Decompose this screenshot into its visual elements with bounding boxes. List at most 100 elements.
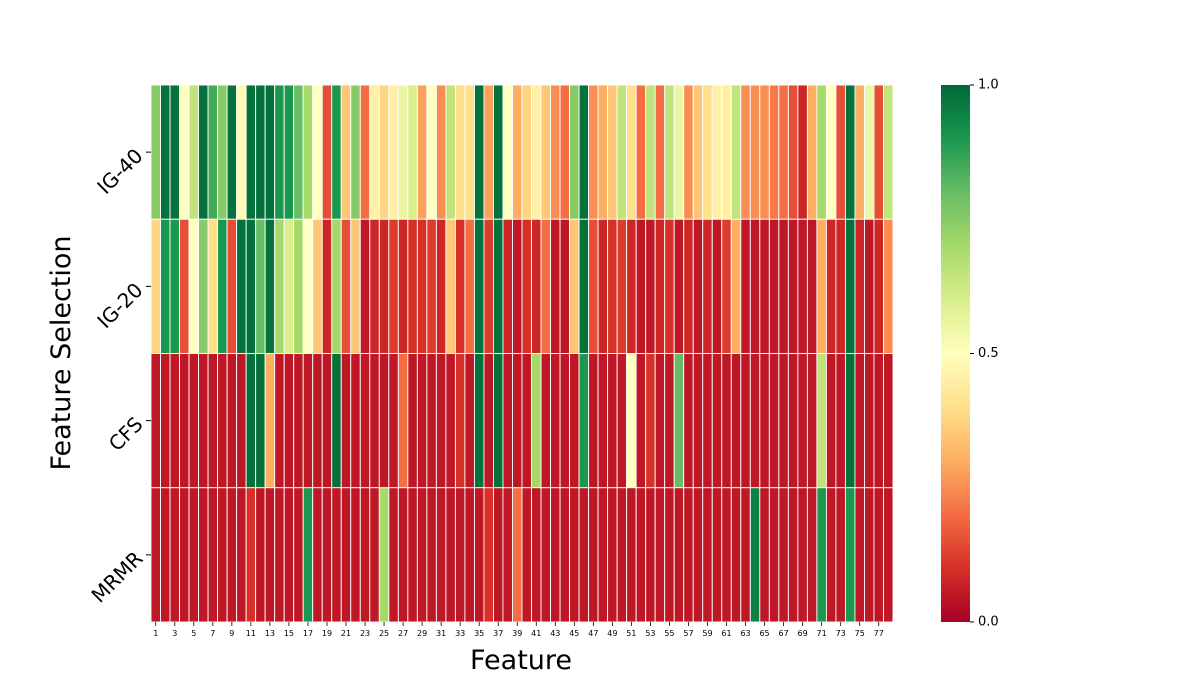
- heatmap-cell-mrmr-61: [721, 487, 732, 623]
- heatmap-cell-cfs-63: [740, 353, 751, 489]
- heatmap-cell-ig-40-14: [274, 84, 285, 220]
- heatmap-cell-cfs-19: [321, 353, 333, 489]
- heatmap-cell-ig-40-17: [302, 84, 314, 220]
- heatmap-cell-cfs-27: [397, 353, 409, 489]
- heatmap-cell-mrmr-12: [255, 487, 266, 623]
- heatmap-cell-ig-20-10: [236, 218, 247, 354]
- heatmap-cell-ig-40-63: [740, 84, 751, 220]
- heatmap-cell-ig-40-64: [749, 84, 761, 220]
- heatmap-cell-cfs-43: [550, 353, 561, 489]
- heatmap-cell-cfs-8: [217, 353, 228, 489]
- heatmap-cell-ig-40-42: [540, 84, 551, 220]
- heatmap-cell-ig-20-74: [844, 218, 856, 354]
- x-tick-label: 1: [153, 629, 158, 638]
- heatmap-cell-ig-40-32: [445, 84, 456, 220]
- heatmap-cell-ig-40-4: [179, 84, 190, 220]
- heatmap-cell-mrmr-48: [597, 487, 609, 623]
- heatmap-cell-mrmr-41: [531, 487, 542, 623]
- heatmap-cell-ig-40-27: [397, 84, 409, 220]
- heatmap-cell-cfs-60: [711, 353, 723, 489]
- colorbar-tick-label: 0.0: [978, 615, 999, 630]
- colorbar-tick-label: 1.0: [978, 78, 999, 93]
- heatmap-cell-ig-20-33: [454, 218, 466, 354]
- heatmap-cell-mrmr-23: [359, 487, 371, 623]
- heatmap-cell-ig-20-50: [616, 218, 628, 354]
- heatmap-cell-mrmr-1: [150, 487, 161, 623]
- x-tick-label: 75: [855, 629, 865, 638]
- heatmap-cell-ig-20-35: [473, 218, 485, 354]
- heatmap-cell-ig-20-51: [626, 218, 637, 354]
- heatmap-cell-ig-40-52: [635, 84, 647, 220]
- heatmap-cell-ig-20-41: [531, 218, 542, 354]
- heatmap-cell-mrmr-43: [550, 487, 561, 623]
- heatmap-cell-mrmr-49: [607, 487, 618, 623]
- heatmap-cell-ig-20-20: [331, 218, 342, 354]
- heatmap-cell-cfs-58: [692, 353, 704, 489]
- heatmap-cell-cfs-42: [540, 353, 551, 489]
- heatmap-cell-ig-20-4: [179, 218, 190, 354]
- x-tick-label: 67: [779, 629, 789, 638]
- heatmap-cell-ig-20-19: [321, 218, 333, 354]
- heatmap-cell-mrmr-77: [873, 487, 884, 623]
- heatmap-cell-cfs-7: [207, 353, 219, 489]
- heatmap-cell-cfs-29: [416, 353, 428, 489]
- heatmap-cell-ig-20-69: [797, 218, 808, 354]
- colorbar-gradient: [941, 85, 970, 622]
- heatmap-cell-ig-20-1: [150, 218, 161, 354]
- x-tick-label: 55: [664, 629, 674, 638]
- heatmap-cell-mrmr-27: [397, 487, 409, 623]
- heatmap-cell-mrmr-68: [787, 487, 799, 623]
- heatmap-cell-ig-20-72: [825, 218, 837, 354]
- heatmap-cell-ig-40-16: [293, 84, 304, 220]
- heatmap-cell-cfs-5: [188, 353, 200, 489]
- heatmap-cell-ig-40-21: [340, 84, 352, 220]
- heatmap-cell-ig-20-39: [512, 218, 523, 354]
- heatmap-cell-ig-20-62: [730, 218, 742, 354]
- heatmap-cell-cfs-32: [445, 353, 456, 489]
- heatmap-cell-ig-40-35: [473, 84, 485, 220]
- heatmap-cell-cfs-2: [160, 353, 171, 489]
- heatmap-cell-cfs-1: [150, 353, 161, 489]
- x-tick-label: 59: [702, 629, 712, 638]
- heatmap-cell-ig-40-44: [559, 84, 571, 220]
- heatmap-cell-ig-40-61: [721, 84, 732, 220]
- x-tick-label: 13: [265, 629, 275, 638]
- heatmap-cell-cfs-12: [255, 353, 266, 489]
- heatmap-cell-mrmr-28: [407, 487, 418, 623]
- x-tick-label: 33: [455, 629, 465, 638]
- heatmap-cell-ig-20-23: [359, 218, 371, 354]
- heatmap-cell-ig-20-65: [759, 218, 770, 354]
- heatmap-cell-ig-40-72: [825, 84, 837, 220]
- heatmap-cell-mrmr-70: [806, 487, 818, 623]
- heatmap-cell-ig-20-56: [673, 218, 685, 354]
- heatmap-cell-ig-20-14: [274, 218, 285, 354]
- heatmap-cell-mrmr-18: [312, 487, 323, 623]
- heatmap-cell-mrmr-76: [864, 487, 875, 623]
- heatmap-cells: [150, 84, 894, 623]
- heatmap-cell-ig-20-12: [255, 218, 266, 354]
- heatmap-cell-ig-20-46: [578, 218, 590, 354]
- heatmap-cell-cfs-22: [350, 353, 361, 489]
- heatmap-cell-cfs-70: [806, 353, 818, 489]
- x-tick-label: 41: [531, 629, 541, 638]
- heatmap-cell-cfs-50: [616, 353, 628, 489]
- heatmap-cell-cfs-31: [435, 353, 447, 489]
- heatmap-cell-cfs-39: [512, 353, 523, 489]
- heatmap-cell-ig-20-37: [493, 218, 504, 354]
- y-tick-label: IG-40: [92, 144, 147, 199]
- heatmap-cell-ig-40-56: [673, 84, 685, 220]
- heatmap-cell-mrmr-55: [664, 487, 675, 623]
- heatmap-cell-mrmr-59: [702, 487, 713, 623]
- x-tick-label: 43: [550, 629, 560, 638]
- heatmap-cell-ig-40-39: [512, 84, 523, 220]
- x-tick-label: 77: [874, 629, 884, 638]
- x-tick-label: 37: [493, 629, 503, 638]
- heatmap-cell-cfs-55: [664, 353, 675, 489]
- heatmap-cell-ig-40-51: [626, 84, 637, 220]
- heatmap-cell-ig-20-67: [778, 218, 789, 354]
- heatmap-cell-mrmr-22: [350, 487, 361, 623]
- heatmap-cell-ig-20-48: [597, 218, 609, 354]
- heatmap-cell-ig-40-30: [426, 84, 437, 220]
- x-tick-label: 9: [229, 629, 234, 638]
- heatmap-cell-ig-20-16: [293, 218, 304, 354]
